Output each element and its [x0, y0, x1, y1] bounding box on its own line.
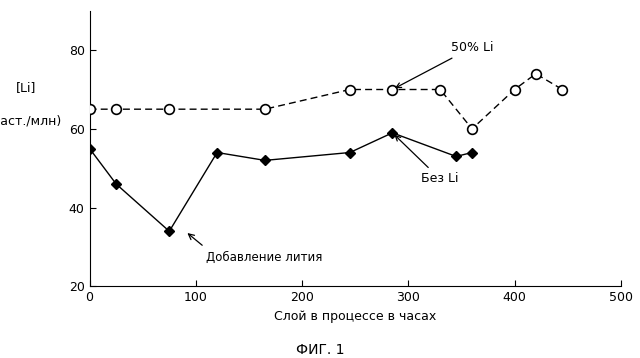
Text: (част./млн): (част./млн) — [0, 115, 63, 127]
Text: Добавление лития: Добавление лития — [207, 251, 323, 264]
Text: 50% Li: 50% Li — [396, 41, 493, 88]
Text: Без Li: Без Li — [396, 136, 459, 185]
Text: ФИГ. 1: ФИГ. 1 — [296, 343, 344, 357]
X-axis label: Слой в процессе в часах: Слой в процессе в часах — [274, 310, 436, 323]
Text: [Li]: [Li] — [15, 81, 36, 95]
